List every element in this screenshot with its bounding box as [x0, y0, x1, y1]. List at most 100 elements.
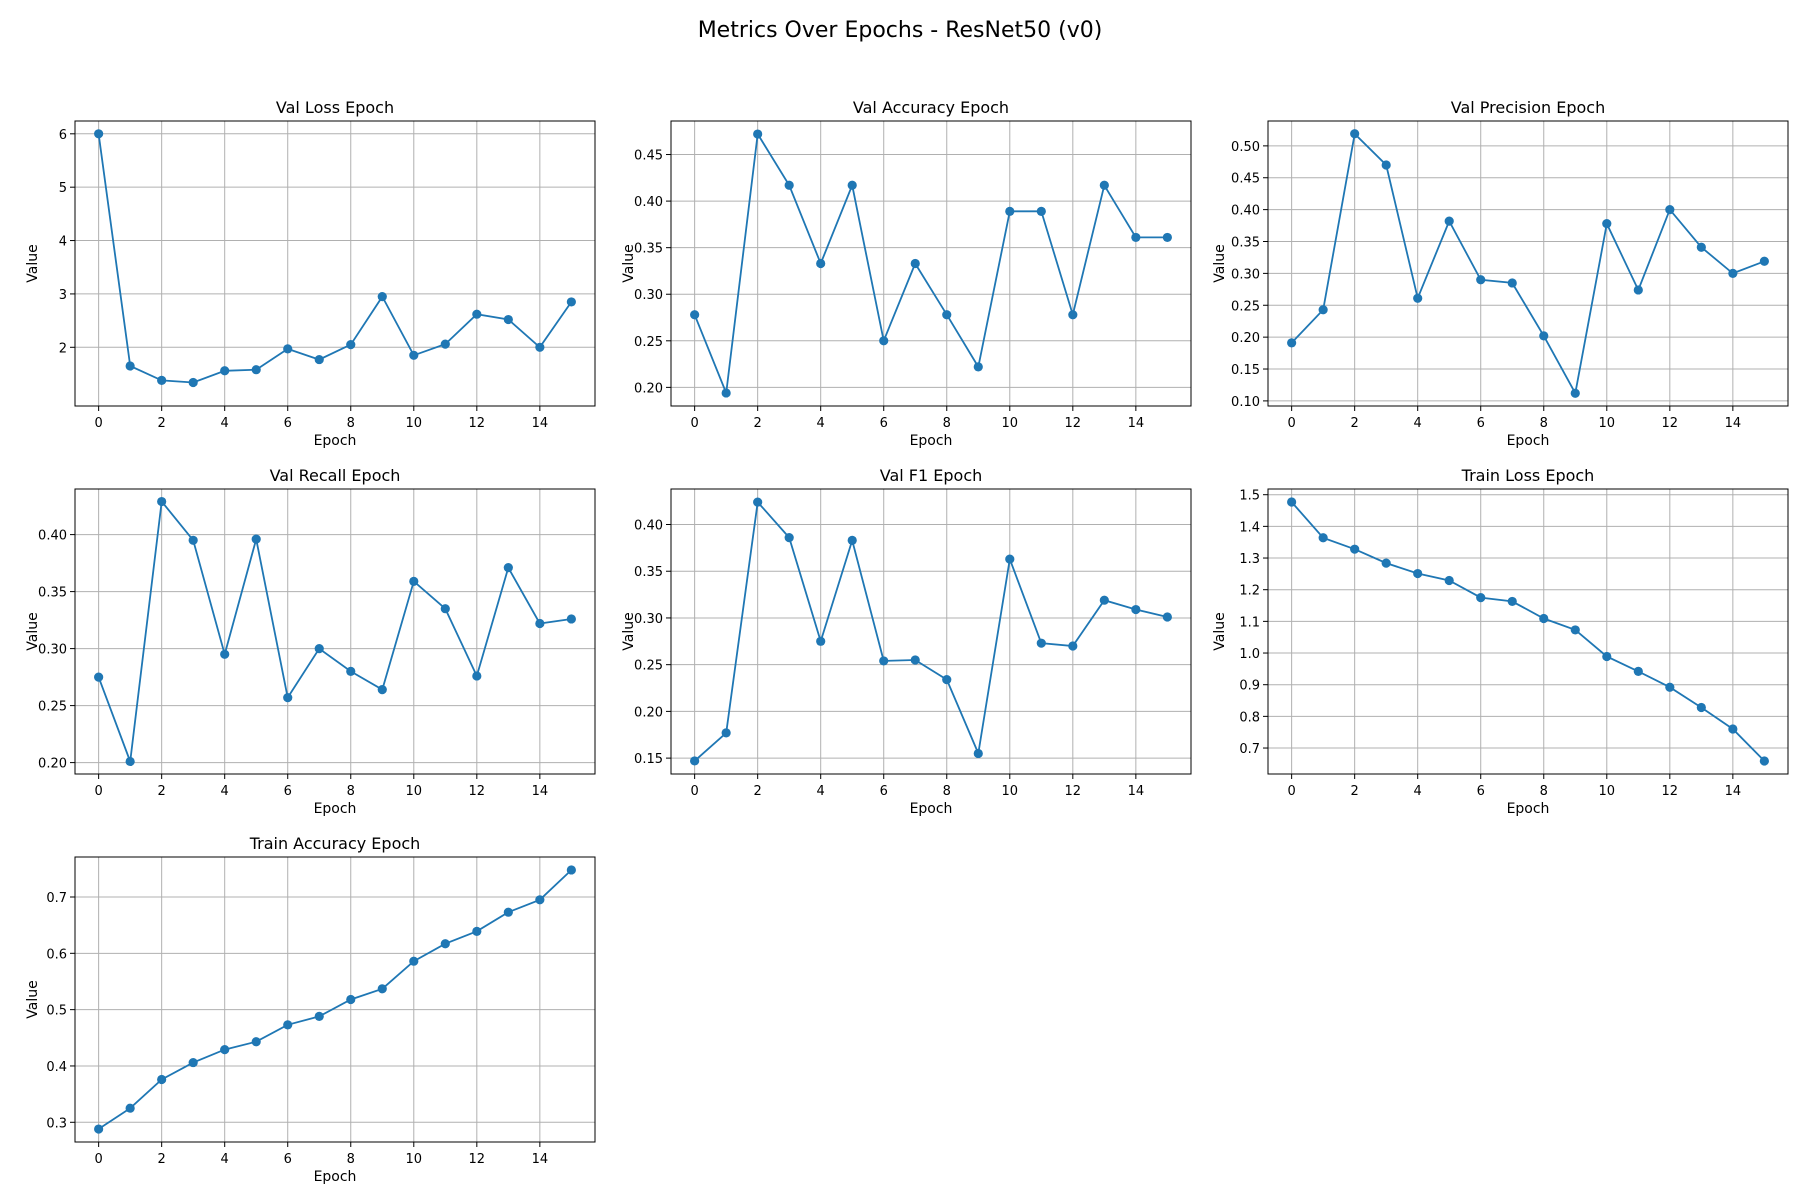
x-tick-label: 2: [754, 784, 762, 799]
x-tick-label: 8: [1540, 416, 1548, 431]
data-point: [1036, 638, 1046, 648]
y-tick-label: 1.4: [1239, 520, 1260, 535]
series-line: [1290, 131, 1765, 396]
y-tick-label: 0.25: [634, 659, 663, 674]
x-tick-label: 0: [1287, 784, 1295, 799]
y-tick-label: 3: [59, 288, 67, 303]
data-point: [910, 655, 920, 665]
x-tick-label: 12: [1065, 416, 1082, 431]
x-tick-label: 0: [690, 416, 698, 431]
x-tick-label: 14: [532, 784, 549, 799]
data-point: [157, 1074, 167, 1085]
y-axis-label: Value: [25, 612, 41, 650]
x-tick-label: 4: [1414, 416, 1422, 431]
data-point: [1696, 702, 1706, 713]
data-point: [753, 129, 763, 139]
x-tick-label: 2: [158, 416, 166, 431]
x-tick-label: 4: [1414, 784, 1422, 799]
data-point: [188, 535, 198, 545]
data-point: [721, 728, 731, 738]
x-tick-label: 12: [469, 784, 486, 799]
x-tick-label: 10: [1599, 784, 1616, 799]
y-tick-label: 0.4: [46, 1060, 67, 1075]
data-point: [721, 388, 731, 398]
data-point: [1162, 612, 1172, 622]
data-point: [1036, 206, 1046, 216]
x-tick-label: 2: [158, 784, 166, 799]
data-point: [94, 1124, 104, 1134]
data-point: [1318, 533, 1328, 543]
y-tick-label: 5: [59, 181, 67, 196]
subplot-title: Train Loss Epoch: [1461, 466, 1595, 485]
plot-frame: [670, 120, 1192, 407]
data-point: [1287, 497, 1297, 507]
data-point: [1665, 205, 1675, 215]
y-tick-label: 0.15: [634, 752, 663, 767]
data-point: [1696, 242, 1706, 252]
x-tick-label: 6: [1477, 416, 1485, 431]
x-tick-label: 10: [1599, 416, 1616, 431]
y-tick-label: 0.20: [1231, 331, 1260, 346]
y-axis-label: Value: [25, 980, 41, 1018]
data-point: [409, 576, 419, 586]
data-point: [847, 535, 857, 545]
data-point: [784, 180, 794, 190]
data-point: [784, 532, 794, 543]
y-tick-label: 0.40: [1231, 204, 1260, 219]
data-point: [440, 604, 450, 614]
data-point: [1570, 625, 1580, 635]
data-point: [1381, 558, 1391, 568]
plot-frame: [1267, 120, 1789, 407]
y-axis-label: Value: [621, 612, 637, 650]
data-point: [1444, 575, 1454, 586]
data-point: [535, 895, 545, 905]
y-tick-label: 0.35: [634, 242, 663, 257]
y-tick-label: 0.8: [1239, 710, 1260, 725]
data-point: [283, 1020, 293, 1030]
data-point: [1759, 256, 1769, 266]
series-line: [97, 133, 573, 384]
data-point: [1413, 568, 1423, 579]
subplot-6: 0 2 4 6 8 10 12 14 0.3 0.4 0.5 0.6 0.7 Train Accuracy…: [25, 834, 596, 1185]
series-line: [694, 500, 1168, 762]
data-point: [125, 756, 135, 767]
subplot-title: Train Accuracy Epoch: [249, 834, 421, 853]
data-point: [1728, 724, 1738, 734]
y-tick-label: 0.30: [634, 288, 663, 303]
x-tick-label: 10: [406, 1152, 423, 1167]
x-tick-label: 6: [284, 416, 292, 431]
y-tick-label: 1.5: [1239, 489, 1260, 504]
data-point: [1005, 554, 1015, 564]
subplot-2: 0 2 4 6 8 10 12 14 0.10 0.15 0.20 0.25 0.30 0.35 0.40 0…: [1212, 98, 1789, 449]
data-point: [1131, 604, 1141, 615]
y-axis-label: Value: [621, 244, 637, 282]
x-tick-label: 4: [817, 416, 825, 431]
x-tick-label: 8: [347, 416, 355, 431]
plot-frame: [74, 488, 596, 775]
y-tick-label: 0.25: [634, 335, 663, 350]
data-point: [1602, 651, 1612, 662]
data-point: [879, 656, 889, 666]
x-tick-label: 0: [94, 784, 102, 799]
x-tick-label: 14: [1725, 416, 1742, 431]
data-point: [1602, 219, 1612, 229]
x-tick-label: 0: [690, 784, 698, 799]
x-tick-label: 8: [943, 784, 951, 799]
x-tick-label: 0: [94, 416, 102, 431]
data-point: [910, 258, 920, 269]
data-point: [816, 636, 826, 646]
data-point: [1759, 756, 1769, 766]
x-tick-label: 6: [284, 784, 292, 799]
x-tick-label: 10: [406, 784, 423, 799]
series-line: [97, 499, 572, 762]
y-tick-label: 0.40: [634, 195, 663, 210]
x-tick-label: 12: [1065, 784, 1082, 799]
subplot-1: 0 2 4 6 8 10 12 14 0.20 0.25 0.30 0.35 0.40 0.45 Val A…: [621, 98, 1192, 449]
data-point: [942, 310, 952, 320]
data-point: [409, 350, 419, 360]
data-point: [94, 129, 104, 139]
data-point: [566, 297, 576, 307]
y-tick-label: 0.15: [1231, 363, 1260, 378]
data-point: [377, 291, 387, 302]
